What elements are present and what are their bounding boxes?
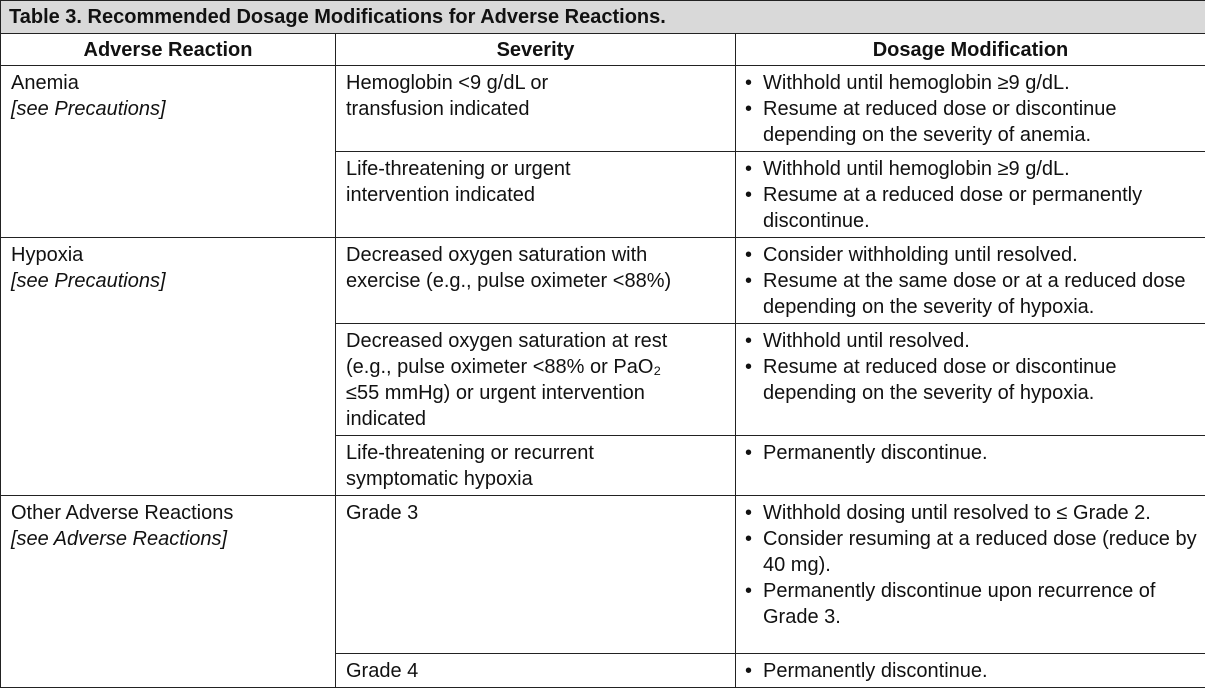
severity-line: Grade 3	[346, 502, 419, 524]
modification-item: Withhold until resolved.	[744, 328, 1201, 354]
table-row: Decreased oxygen saturation at rest (e.g.…	[1, 323, 1205, 436]
modification-item: Permanently discontinue.	[744, 658, 1201, 684]
reaction-name: Other Adverse Reactions	[11, 502, 234, 524]
modification-list: Withhold dosing until resolved to ≤ Grad…	[745, 500, 1201, 630]
severity-line: intervention indicated	[346, 184, 536, 206]
severity-cell: Grade 4	[335, 653, 736, 688]
severity-line: Life-threatening or urgent	[346, 158, 571, 180]
table-row: Life-threatening or urgent intervention i…	[1, 151, 1205, 238]
severity-cell: Grade 3	[335, 495, 736, 654]
dosage-modification-cell: Permanently discontinue.	[735, 653, 1205, 688]
modification-list: Withhold until hemoglobin ≥9 g/dL.Resume…	[745, 70, 1201, 148]
table-row: Life-threatening or recurrent symptomatic…	[1, 435, 1205, 496]
severity-line: Decreased oxygen saturation with	[346, 244, 648, 266]
modification-item: Consider withholding until resolved.	[744, 242, 1201, 268]
severity-cell: Hemoglobin <9 g/dL or transfusion indicat…	[335, 65, 736, 152]
table-row: Grade 4 Permanently discontinue.	[1, 653, 1205, 688]
header-dosage-modification: Dosage Modification	[735, 33, 1205, 66]
modification-item: Resume at a reduced dose or permanently …	[744, 182, 1201, 234]
reaction-name: Anemia	[11, 72, 79, 94]
table-row: Other Adverse Reactions [see Adverse Reac…	[0, 495, 1205, 688]
reaction-reference: [see Adverse Reactions]	[11, 528, 228, 550]
reaction-name: Hypoxia	[11, 244, 84, 266]
severity-line: Life-threatening or recurrent	[346, 442, 594, 464]
adverse-reaction-cell: Other Adverse Reactions [see Adverse Reac…	[0, 495, 336, 688]
dosage-modification-cell: Withhold dosing until resolved to ≤ Grad…	[735, 495, 1205, 654]
dosage-modification-cell: Withhold until hemoglobin ≥9 g/dL.Resume…	[735, 151, 1205, 238]
modification-item: Resume at reduced dose or discontinue de…	[744, 354, 1201, 406]
modification-item: Consider resuming at a reduced dose (red…	[744, 526, 1201, 578]
modification-item: Withhold dosing until resolved to ≤ Grad…	[744, 500, 1201, 526]
reaction-reference: [see Precautions]	[11, 270, 166, 292]
severity-line: (e.g., pulse oximeter <88% or PaO₂	[346, 356, 662, 378]
severity-cell: Decreased oxygen saturation at rest (e.g.…	[335, 323, 736, 436]
severity-cell: Life-threatening or recurrent symptomatic…	[335, 435, 736, 496]
severity-line: symptomatic hypoxia	[346, 468, 533, 490]
dosage-modification-cell: Permanently discontinue.	[735, 435, 1205, 496]
header-severity: Severity	[335, 33, 736, 66]
modification-list: Withhold until hemoglobin ≥9 g/dL.Resume…	[745, 156, 1201, 234]
severity-cell: Decreased oxygen saturation with exercise…	[335, 237, 736, 324]
modification-list: Consider withholding until resolved.Resu…	[745, 242, 1201, 320]
severity-line: Grade 4	[346, 660, 419, 682]
modification-list: Permanently discontinue.	[745, 658, 1201, 684]
modification-item: Resume at reduced dose or discontinue de…	[744, 96, 1201, 148]
modification-item: Resume at the same dose or at a reduced …	[744, 268, 1201, 320]
severity-line: exercise (e.g., pulse oximeter <88%)	[346, 270, 672, 292]
severity-line: Hemoglobin <9 g/dL or	[346, 72, 549, 94]
severity-line: transfusion indicated	[346, 98, 530, 120]
severity-line: indicated	[346, 408, 427, 430]
table-row: Anemia [see Precautions] Hemoglobin <9 g/d…	[0, 65, 1205, 238]
modification-list: Permanently discontinue.	[745, 440, 1201, 466]
table-row: Hypoxia [see Precautions] Decreased oxygen…	[0, 237, 1205, 496]
modification-list: Withhold until resolved.Resume at reduce…	[745, 328, 1201, 406]
adverse-reaction-cell: Anemia [see Precautions]	[0, 65, 336, 238]
severity-cell: Life-threatening or urgent intervention i…	[335, 151, 736, 238]
modification-item: Withhold until hemoglobin ≥9 g/dL.	[744, 156, 1201, 182]
dosage-modification-cell: Withhold until resolved.Resume at reduce…	[735, 323, 1205, 436]
header-adverse-reaction: Adverse Reaction	[0, 33, 336, 66]
dosage-modification-cell: Consider withholding until resolved.Resu…	[735, 237, 1205, 324]
reaction-reference: [see Precautions]	[11, 98, 166, 120]
table-title: Table 3. Recommended Dosage Modification…	[0, 0, 1205, 34]
dosage-modification-cell: Withhold until hemoglobin ≥9 g/dL.Resume…	[735, 65, 1205, 152]
adverse-reaction-cell: Hypoxia [see Precautions]	[0, 237, 336, 496]
severity-line: Decreased oxygen saturation at rest	[346, 330, 668, 352]
modification-item: Permanently discontinue upon recurrence …	[744, 578, 1201, 630]
modification-item: Permanently discontinue.	[744, 440, 1201, 466]
severity-line: ≤55 mmHg) or urgent intervention	[346, 382, 645, 404]
modification-item: Withhold until hemoglobin ≥9 g/dL.	[744, 70, 1201, 96]
